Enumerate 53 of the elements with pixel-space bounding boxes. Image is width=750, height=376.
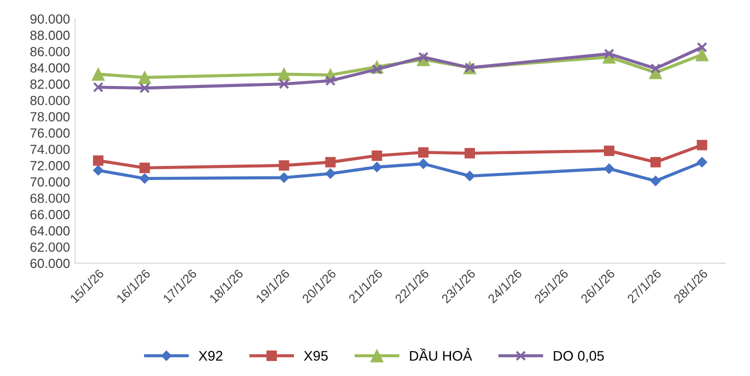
y-tick-label: 82.000 xyxy=(30,80,70,89)
y-tick-label: 74.000 xyxy=(30,144,70,154)
point xyxy=(604,48,614,60)
y-tick-label: 64.000 xyxy=(30,226,70,236)
point xyxy=(139,162,150,174)
point xyxy=(650,176,661,186)
point xyxy=(278,78,290,90)
point xyxy=(418,147,429,158)
point xyxy=(139,173,150,184)
point xyxy=(278,160,290,171)
y-tick-label: 62.000 xyxy=(30,242,70,252)
point xyxy=(372,162,382,172)
legend-label: X95 xyxy=(304,350,328,361)
point xyxy=(278,172,290,183)
point xyxy=(372,150,382,161)
point xyxy=(696,140,708,150)
point xyxy=(464,148,476,158)
y-tick-label: 66.000 xyxy=(30,210,70,220)
point xyxy=(92,68,105,81)
point xyxy=(418,52,429,62)
point xyxy=(372,64,382,75)
y-tick-label: 68.000 xyxy=(30,194,70,203)
point xyxy=(696,42,708,53)
point xyxy=(277,68,291,81)
legend-label: DẦU HOẢ xyxy=(410,348,472,361)
y-tick-label: 80.000 xyxy=(30,96,70,106)
y-tick-label: 88.000 xyxy=(30,30,70,40)
point xyxy=(325,76,336,86)
point xyxy=(604,163,614,174)
y-tick-label: 76.000 xyxy=(30,128,70,138)
y-tick-label: 90.000 xyxy=(30,14,70,24)
y-tick-label: 72.000 xyxy=(30,161,70,170)
point xyxy=(325,168,336,179)
y-tick-label: 78.000 xyxy=(30,112,70,122)
point xyxy=(604,146,614,156)
point xyxy=(695,48,709,62)
point xyxy=(650,63,661,74)
point xyxy=(418,158,429,170)
point xyxy=(93,82,104,92)
y-tick-label: 60.000 xyxy=(30,258,70,268)
point xyxy=(93,155,104,166)
point xyxy=(696,156,708,168)
point xyxy=(325,156,336,168)
point xyxy=(92,165,104,176)
legend-label: DO 0,05 xyxy=(554,350,604,362)
y-tick-label: 86.000 xyxy=(30,46,70,56)
point xyxy=(464,170,476,182)
y-tick-label: 84.000 xyxy=(30,63,70,73)
point xyxy=(139,82,150,94)
point xyxy=(650,156,661,168)
legend-label: X92 xyxy=(198,350,222,361)
y-tick-label: 70.000 xyxy=(30,177,70,187)
point xyxy=(138,70,152,84)
